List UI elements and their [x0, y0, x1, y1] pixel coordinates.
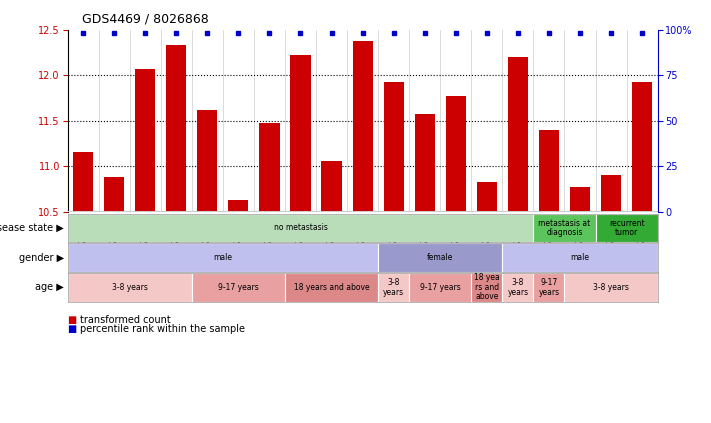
Bar	[228, 200, 248, 212]
Text: male: male	[570, 253, 589, 262]
Bar	[378, 273, 410, 302]
Bar	[68, 214, 533, 242]
Bar	[533, 214, 596, 242]
Bar	[285, 273, 378, 302]
Text: disease state ▶: disease state ▶	[0, 223, 64, 233]
Bar	[378, 243, 503, 272]
Bar	[565, 273, 658, 302]
Bar	[166, 45, 186, 212]
Bar	[353, 41, 373, 212]
Bar	[135, 69, 155, 212]
Text: percentile rank within the sample: percentile rank within the sample	[80, 324, 245, 334]
Text: 9-17 years: 9-17 years	[420, 283, 461, 292]
Bar	[68, 273, 192, 302]
Bar	[192, 273, 285, 302]
Bar	[410, 273, 471, 302]
Text: GDS4469 / 8026868: GDS4469 / 8026868	[82, 13, 208, 26]
Text: recurrent
tumor: recurrent tumor	[609, 219, 644, 237]
Text: 18 years and above: 18 years and above	[294, 283, 369, 292]
Bar	[290, 55, 311, 212]
Text: metastasis at
diagnosis: metastasis at diagnosis	[538, 219, 591, 237]
Text: no metastasis: no metastasis	[274, 223, 328, 233]
Text: 3-8
years: 3-8 years	[508, 278, 528, 297]
Bar	[73, 152, 93, 212]
Bar	[539, 129, 559, 212]
Bar	[533, 273, 565, 302]
Bar	[68, 243, 378, 272]
Text: 3-8 years: 3-8 years	[112, 283, 148, 292]
Bar	[508, 57, 528, 212]
Text: 9-17 years: 9-17 years	[218, 283, 259, 292]
Text: ■: ■	[68, 324, 77, 334]
Text: age ▶: age ▶	[36, 282, 64, 292]
Bar	[260, 123, 279, 212]
Bar	[477, 182, 497, 212]
Text: 3-8 years: 3-8 years	[593, 283, 629, 292]
Text: transformed count: transformed count	[80, 315, 171, 325]
Text: male: male	[213, 253, 232, 262]
Bar	[601, 175, 621, 212]
Bar	[321, 161, 342, 212]
Bar	[503, 243, 658, 272]
Bar	[197, 110, 218, 212]
Text: 3-8
years: 3-8 years	[383, 278, 405, 297]
Text: ■: ■	[68, 315, 77, 325]
Bar	[570, 187, 590, 212]
Bar	[632, 82, 652, 212]
Text: gender ▶: gender ▶	[19, 253, 64, 263]
Bar	[415, 114, 435, 212]
Text: female: female	[427, 253, 454, 262]
Bar	[446, 96, 466, 212]
Text: 9-17
years: 9-17 years	[538, 278, 560, 297]
Bar	[471, 273, 503, 302]
Bar	[596, 214, 658, 242]
Bar	[104, 177, 124, 212]
Text: 18 yea
rs and
above: 18 yea rs and above	[474, 273, 500, 302]
Bar	[383, 82, 404, 212]
Bar	[503, 273, 533, 302]
